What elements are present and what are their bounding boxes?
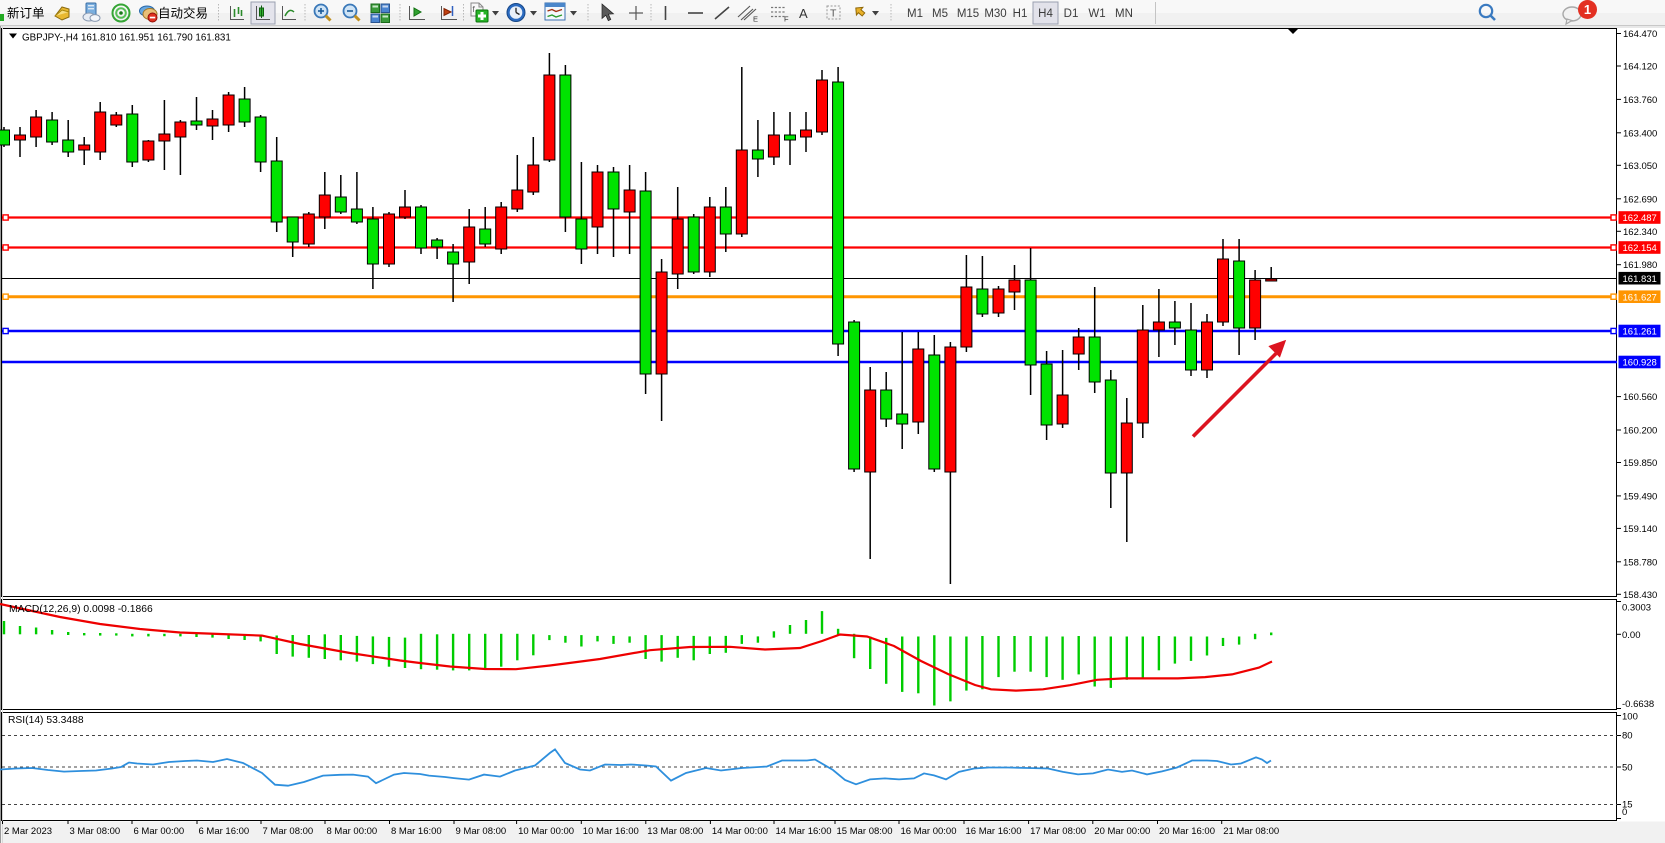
svg-text:15: 15 [1622,800,1633,811]
svg-text:0: 0 [1622,807,1627,818]
svg-text:0.00: 0.00 [1622,630,1641,641]
svg-text:7 Mar 08:00: 7 Mar 08:00 [263,826,314,837]
svg-text:MACD(12,26,9) 0.0098 -0.1866: MACD(12,26,9) 0.0098 -0.1866 [9,604,153,615]
svg-text:M5: M5 [932,8,948,20]
svg-text:2 Mar 2023: 2 Mar 2023 [4,826,52,837]
svg-text:H4: H4 [1038,8,1053,20]
svg-text:80: 80 [1622,731,1633,742]
svg-text:160.928: 160.928 [1623,358,1657,369]
svg-text:8 Mar 00:00: 8 Mar 00:00 [327,826,378,837]
svg-text:1: 1 [1584,2,1591,17]
svg-text:E: E [753,15,758,24]
svg-text:20 Mar 16:00: 20 Mar 16:00 [1159,826,1215,837]
svg-text:新订单: 新订单 [7,6,45,21]
svg-text:21 Mar 08:00: 21 Mar 08:00 [1223,826,1279,837]
svg-text:162.487: 162.487 [1623,213,1657,224]
svg-text:160.200: 160.200 [1623,426,1657,437]
svg-text:T: T [830,8,837,20]
svg-text:14 Mar 00:00: 14 Mar 00:00 [712,826,768,837]
svg-text:161.627: 161.627 [1623,292,1657,303]
svg-text:159.490: 159.490 [1623,491,1657,502]
svg-text:16 Mar 00:00: 16 Mar 00:00 [901,826,957,837]
svg-text:0.3003: 0.3003 [1622,603,1651,614]
svg-text:F: F [784,15,789,24]
svg-text:159.850: 159.850 [1623,458,1657,469]
svg-text:15 Mar 08:00: 15 Mar 08:00 [837,826,893,837]
svg-text:20 Mar 00:00: 20 Mar 00:00 [1094,826,1150,837]
svg-text:3 Mar 08:00: 3 Mar 08:00 [70,826,121,837]
svg-text:f: f [473,5,476,14]
svg-text:164.470: 164.470 [1623,29,1657,40]
svg-text:8 Mar 16:00: 8 Mar 16:00 [391,826,442,837]
svg-text:RSI(14) 53.3488: RSI(14) 53.3488 [8,715,84,726]
svg-text:10 Mar 16:00: 10 Mar 16:00 [583,826,639,837]
svg-text:10 Mar 00:00: 10 Mar 00:00 [518,826,574,837]
svg-text:162.340: 162.340 [1623,227,1657,238]
svg-text:161.261: 161.261 [1623,327,1657,338]
svg-text:MN: MN [1115,8,1133,20]
svg-text:M1: M1 [907,8,923,20]
svg-text:6 Mar 16:00: 6 Mar 16:00 [199,826,250,837]
svg-text:GBPJPY-,H4 161.810 161.951 16: GBPJPY-,H4 161.810 161.951 161.790 161.8… [22,33,231,44]
svg-text:164.120: 164.120 [1623,62,1657,73]
svg-text:6 Mar 00:00: 6 Mar 00:00 [134,826,185,837]
svg-text:161.980: 161.980 [1623,260,1657,271]
svg-text:-0.6638: -0.6638 [1622,699,1654,710]
svg-text:16 Mar 16:00: 16 Mar 16:00 [966,826,1022,837]
svg-text:163.760: 163.760 [1623,95,1657,106]
svg-text:M30: M30 [984,8,1006,20]
svg-text:17 Mar 08:00: 17 Mar 08:00 [1030,826,1086,837]
svg-text:160.560: 160.560 [1623,392,1657,403]
svg-text:W1: W1 [1088,8,1105,20]
svg-text:A: A [799,6,808,21]
svg-text:163.050: 163.050 [1623,161,1657,172]
svg-text:100: 100 [1622,712,1638,723]
svg-text:158.430: 158.430 [1623,590,1657,601]
svg-text:13 Mar 08:00: 13 Mar 08:00 [647,826,703,837]
svg-text:D1: D1 [1064,8,1079,20]
svg-text:162.690: 162.690 [1623,194,1657,205]
svg-text:163.400: 163.400 [1623,128,1657,139]
svg-text:159.140: 159.140 [1623,524,1657,535]
svg-text:自动交易: 自动交易 [158,6,208,21]
svg-text:H1: H1 [1013,8,1028,20]
svg-text:162.154: 162.154 [1623,243,1657,254]
svg-text:M15: M15 [957,8,979,20]
svg-text:161.831: 161.831 [1623,274,1657,285]
svg-text:158.780: 158.780 [1623,557,1657,568]
svg-text:9 Mar 08:00: 9 Mar 08:00 [456,826,507,837]
svg-text:50: 50 [1622,763,1633,774]
svg-text:14 Mar 16:00: 14 Mar 16:00 [776,826,832,837]
